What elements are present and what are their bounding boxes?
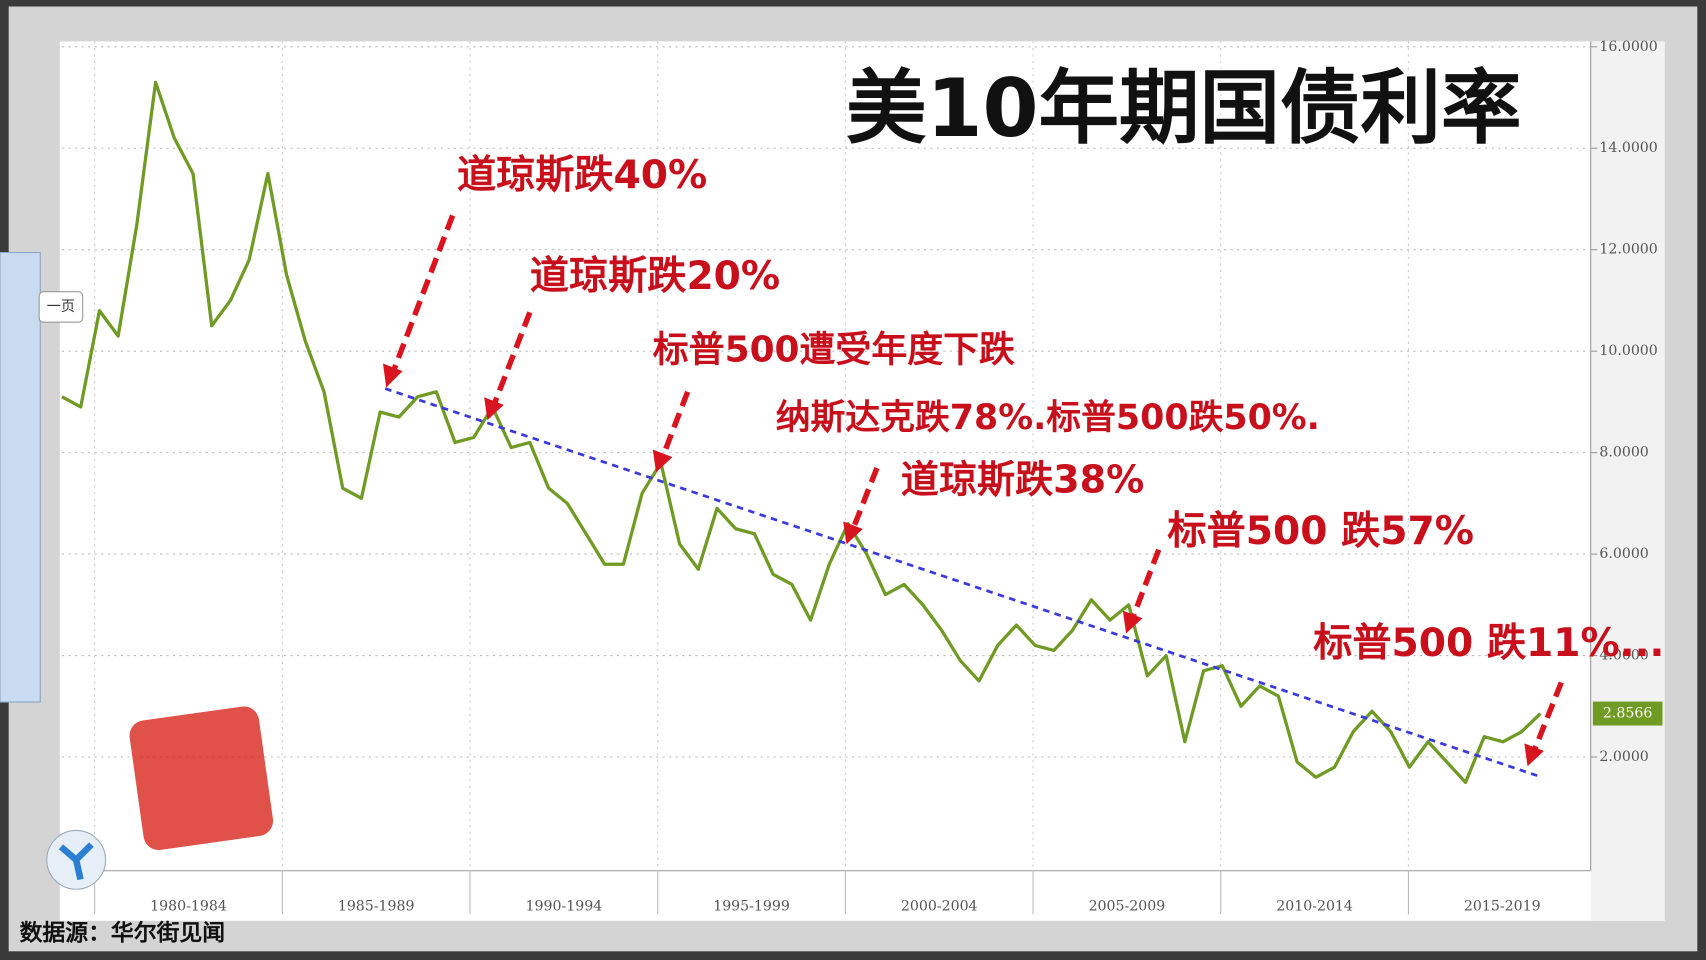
x-tick-label: 1985-1989: [338, 899, 415, 915]
x-tick-label: 1995-1999: [713, 899, 790, 915]
logo-mark: [58, 842, 94, 881]
arrow-head: [1122, 610, 1143, 634]
logo: [46, 706, 274, 890]
arrow: [391, 214, 456, 372]
arrow-head: [382, 363, 403, 388]
line-series: [61, 80, 1542, 784]
toolbar: 一页: [0, 251, 84, 703]
annotation: 标普500 跌57%: [1167, 509, 1474, 554]
logo-sticker: [129, 706, 274, 851]
arrow: [491, 311, 533, 406]
annotation: 道琼斯跌20%: [530, 254, 780, 299]
annotation: 纳斯达克跌78%.标普500跌50%.: [776, 398, 1320, 438]
arrow: [1130, 548, 1162, 620]
last-value-box: [1592, 701, 1663, 726]
arrows: [391, 214, 1564, 753]
toolbar-bg[interactable]: [0, 251, 41, 703]
arrow-head: [1524, 743, 1544, 767]
y-tick-label: 10.0000: [1599, 343, 1657, 359]
y-tick-label: 4.0000: [1599, 648, 1648, 664]
arrow-head: [484, 397, 504, 421]
plot: 2.0000 4.0000 6.0000 8.0000 10.0000 12.0000 14…: [61, 39, 1663, 915]
x-tick-label: 1990-1994: [526, 899, 603, 915]
arrow-head: [652, 449, 673, 473]
chart-panel: [59, 41, 1665, 921]
y-tick-label: 2.0000: [1599, 749, 1648, 765]
y-tick-label: 14.0000: [1599, 140, 1657, 156]
y-tick-label: 12.0000: [1599, 242, 1657, 258]
y-tick-label: 6.0000: [1599, 546, 1648, 562]
x-tick-label: 1980-1984: [150, 899, 227, 915]
arrow: [850, 467, 880, 530]
last-value-label: 2.8566: [1603, 706, 1652, 722]
x-tick-label: 2005-2009: [1089, 899, 1166, 915]
arrow: [1531, 681, 1564, 753]
y-tick-label: 8.0000: [1599, 445, 1648, 461]
tooltip: [38, 291, 84, 323]
arrow-head: [843, 521, 863, 545]
axis-panel: [1590, 41, 1665, 921]
tooltip-text: 一页: [47, 299, 75, 315]
annotation: 道琼斯跌40%: [457, 153, 707, 198]
annotation: 道琼斯跌38%: [901, 458, 1144, 502]
chart-title: 美10年期国债利率: [846, 61, 1522, 155]
x-tick-label: 2010-2014: [1276, 899, 1353, 915]
arrow-heads: [382, 363, 1544, 767]
arrow: [660, 390, 691, 459]
x-tick-label: 2015-2019: [1464, 899, 1541, 915]
annotation: 标普500 跌11%...: [1313, 621, 1664, 666]
y-tick-label: 16.0000: [1599, 39, 1657, 55]
annotation: 标普500遭受年度下跌: [653, 330, 1015, 371]
source: 数据源：华尔街见闻: [20, 919, 226, 946]
x-tick-label: 2000-2004: [901, 899, 978, 915]
